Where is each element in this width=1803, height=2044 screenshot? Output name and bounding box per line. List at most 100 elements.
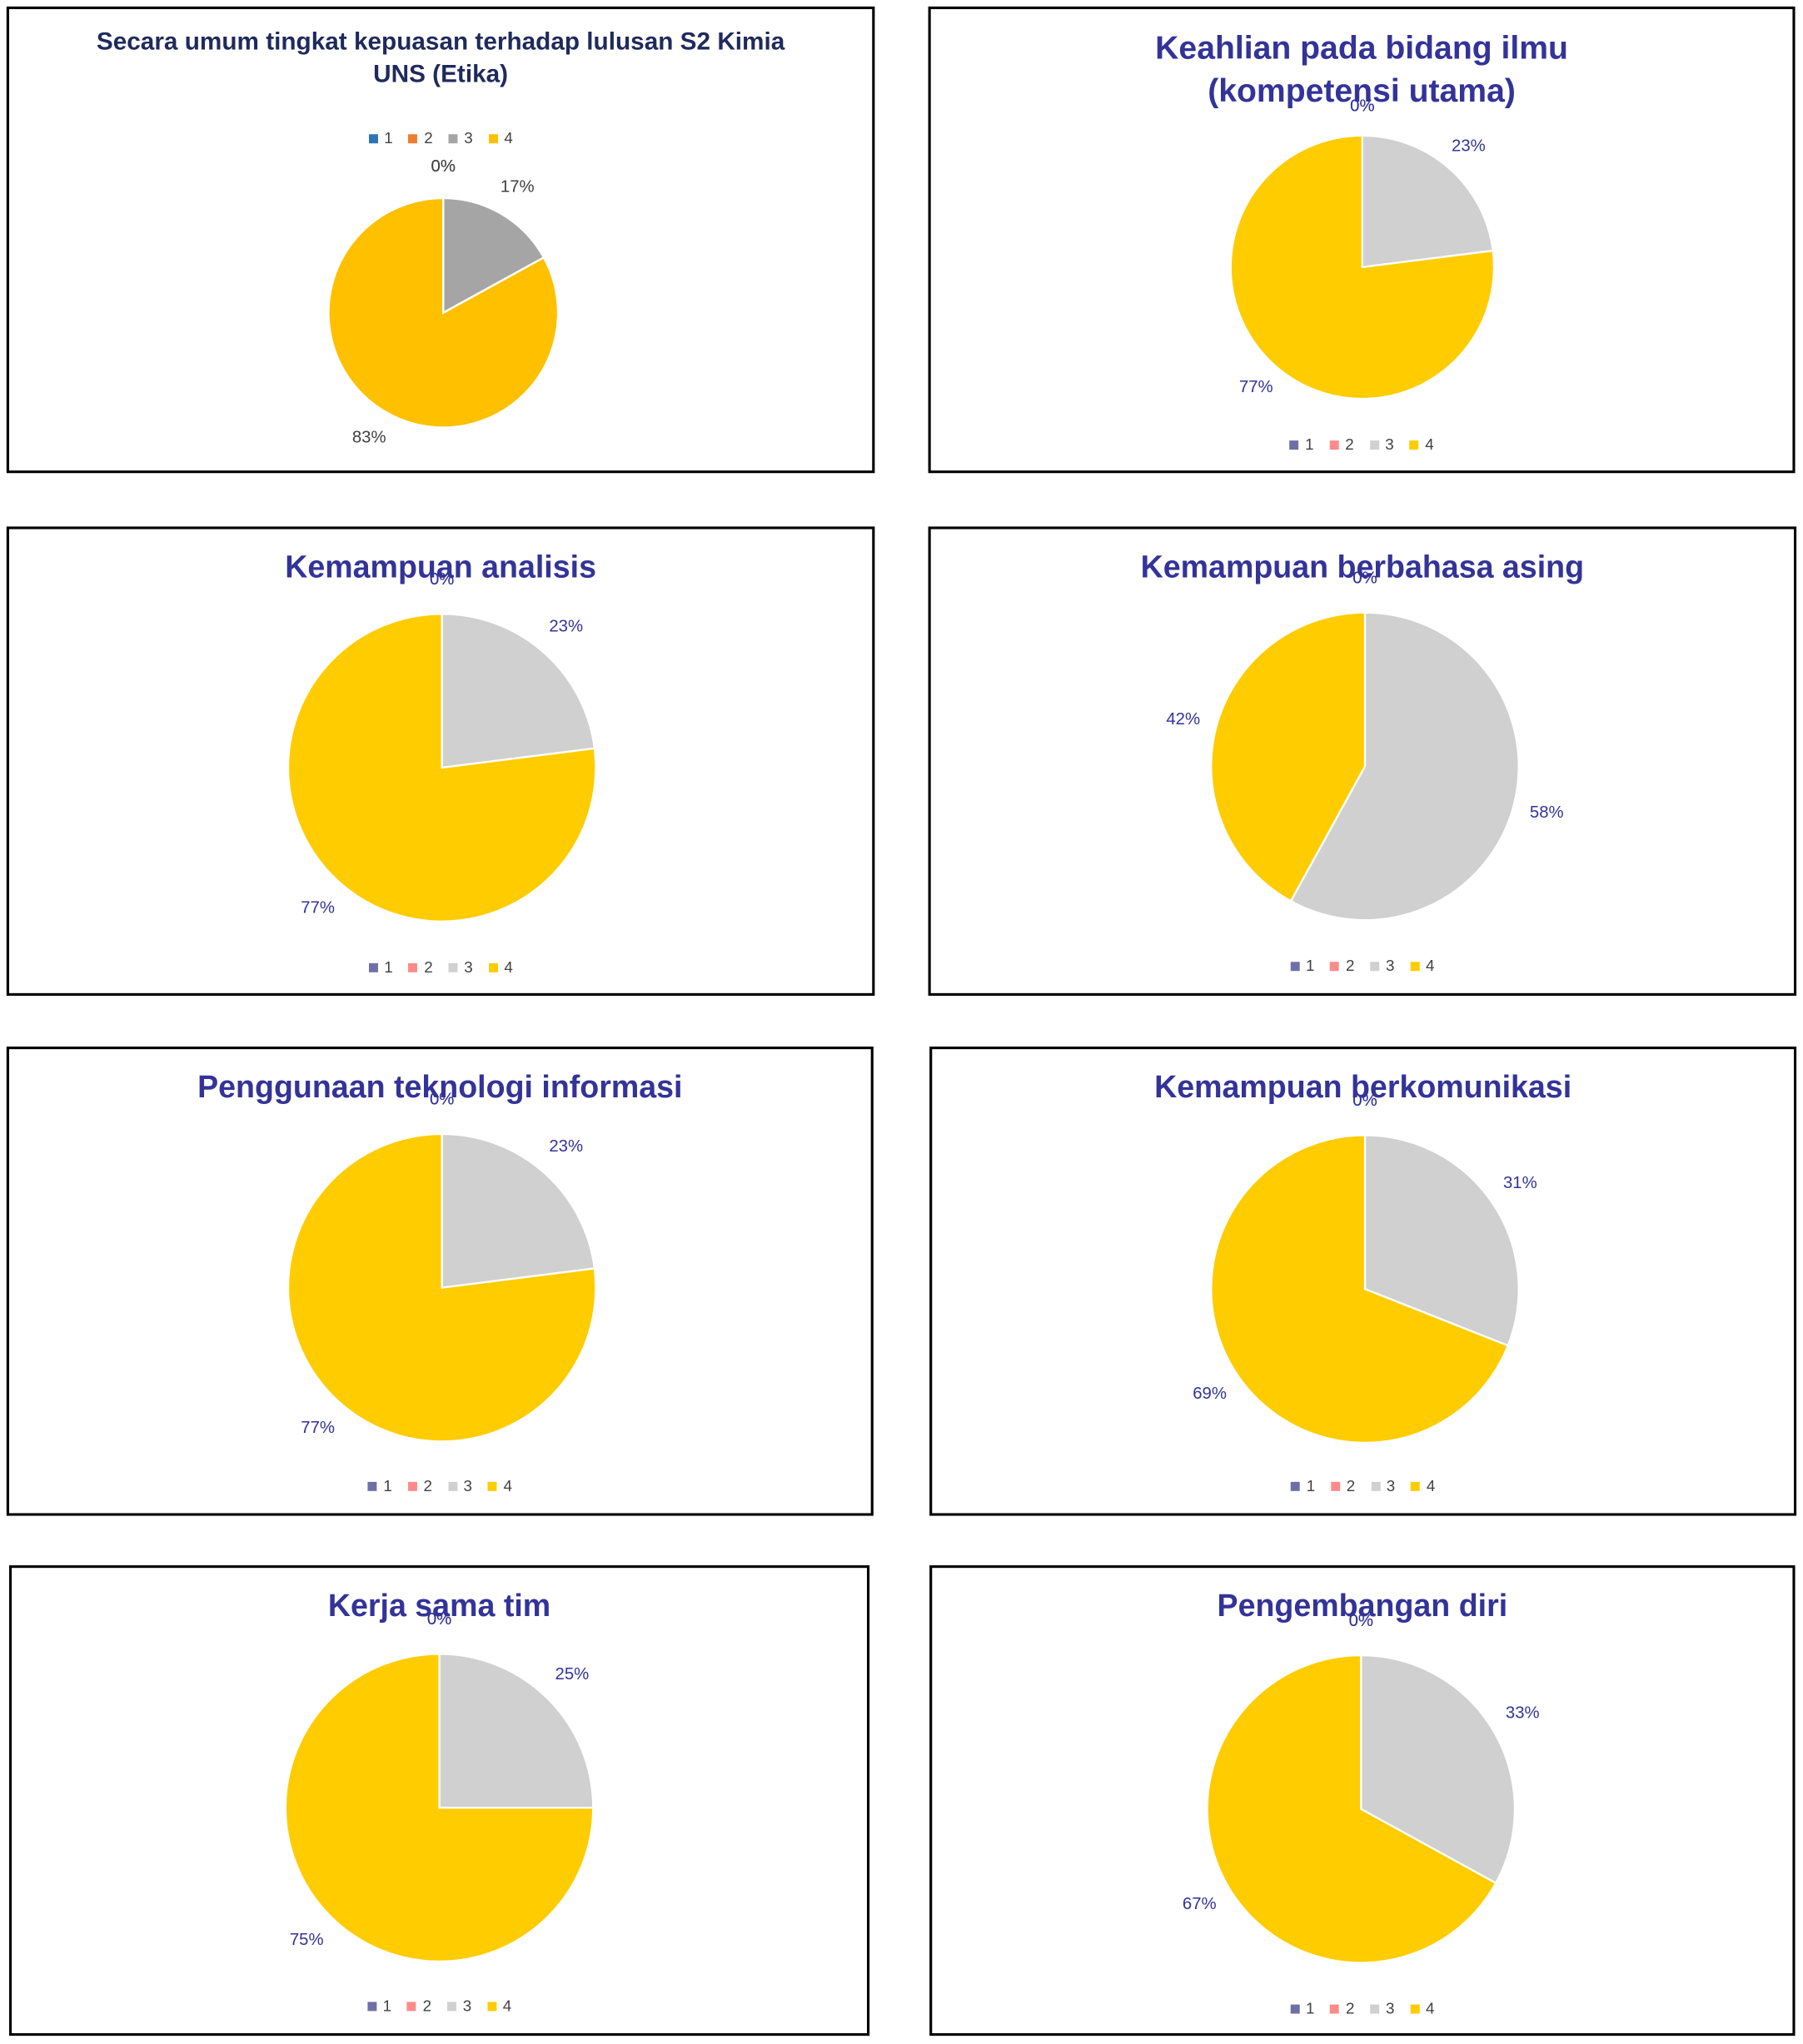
legend-label: 2	[1346, 1476, 1356, 1495]
legend-item: 2	[407, 1477, 432, 1495]
legend-item: 4	[487, 1477, 512, 1495]
legend-item: 2	[406, 1997, 431, 2015]
data-label: 31%	[1503, 1174, 1537, 1192]
pie-slice	[1360, 1654, 1517, 1885]
legend-swatch	[408, 962, 418, 972]
legend-swatch	[1370, 961, 1380, 971]
data-label: 25%	[555, 1665, 590, 1683]
data-label: 77%	[1239, 378, 1273, 396]
legend-label: 3	[1386, 957, 1395, 975]
legend-label: 4	[504, 128, 513, 147]
chart-title: Kemampuan berkomunikasi	[1154, 1070, 1572, 1106]
legend-label: 3	[462, 1997, 472, 2016]
data-label: 17%	[501, 177, 535, 196]
legend-label: 4	[504, 957, 513, 977]
pie-chart: 0%0%25%75%	[284, 1610, 595, 1963]
data-label: 69%	[1193, 1385, 1227, 1403]
data-label: 23%	[549, 1137, 583, 1156]
pie-slice	[438, 1653, 595, 1809]
pie-chart: 0%0%23%77%	[1229, 97, 1496, 400]
data-label: 0%	[430, 570, 454, 589]
chart-panel: Kemampuan analisis 0% 0% 23% 77% 1 2 3 4	[6, 526, 875, 996]
legend-swatch	[368, 962, 378, 972]
legend-item: 3	[1369, 435, 1394, 454]
legend-label: 4	[1426, 1999, 1435, 2018]
data-label: 67%	[1183, 1895, 1217, 1913]
legend-item: 4	[488, 128, 513, 147]
legend-label: 3	[1385, 435, 1394, 454]
legend-item: 4	[1411, 1477, 1435, 1495]
legend-item: 3	[448, 128, 473, 147]
data-label: 0%	[1352, 569, 1377, 587]
pie-slice	[1363, 1134, 1520, 1347]
data-label: 0%	[1349, 1612, 1373, 1630]
data-label: 23%	[549, 617, 583, 635]
chart-title: Secara umum tingkat kepuasan terhadap lu…	[96, 28, 785, 88]
pie-slice	[286, 613, 597, 923]
legend-swatch	[1371, 1481, 1380, 1491]
pie-chart: 0%0%31%69%	[1193, 1092, 1537, 1445]
chart-title: Keahlian pada bidang ilmu (kompetensi ut…	[1155, 30, 1568, 109]
legend-item: 3	[448, 958, 473, 976]
data-label: 0%	[427, 1610, 451, 1629]
data-label: 0%	[1349, 1612, 1373, 1630]
pie-chart: 0%0%17%83%	[327, 157, 560, 447]
legend-item: 3	[1370, 957, 1394, 975]
legend-label: 4	[1426, 957, 1435, 975]
legend-swatch	[448, 962, 458, 972]
legend: 1 2 3 4	[931, 435, 1793, 454]
pie-slice	[1289, 611, 1520, 922]
data-label: 23%	[1452, 137, 1486, 156]
pie-chart: 0%0%23%77%	[286, 570, 597, 923]
chart-panel: Kemampuan berkomunikasi 0% 0% 31% 69% 1 2 3 4	[929, 1047, 1797, 1516]
data-label: 75%	[290, 1931, 324, 1949]
legend-item: 4	[1409, 435, 1434, 454]
legend-swatch	[406, 2001, 416, 2011]
legend-item: 2	[408, 128, 433, 147]
legend-swatch	[1290, 2003, 1300, 2013]
legend-swatch	[1369, 440, 1379, 450]
legend-swatch	[1290, 1481, 1300, 1491]
legend-swatch	[488, 962, 498, 972]
legend-swatch	[367, 1481, 377, 1491]
legend-label: 2	[424, 957, 433, 977]
legend-item: 1	[367, 1476, 392, 1495]
legend-label: 3	[464, 128, 473, 147]
legend-label: 3	[1386, 1476, 1396, 1495]
pie-slice	[327, 196, 560, 429]
legend-item: 4	[1410, 957, 1435, 975]
legend-swatch	[1411, 1481, 1421, 1491]
legend-item: 4	[488, 957, 513, 977]
data-label: 42%	[1166, 710, 1200, 729]
legend-item: 1	[368, 957, 393, 977]
legend-swatch	[1370, 2003, 1380, 2013]
legend-label: 2	[424, 128, 433, 147]
pie-slice	[1210, 1134, 1510, 1445]
data-label: 0%	[1352, 1092, 1377, 1110]
legend-label: 4	[502, 1997, 512, 2016]
legend-swatch	[1409, 440, 1419, 450]
chart-panel: Kemampuan berbahasa asing 0% 0% 58% 42% 1 2 3 4	[928, 526, 1797, 996]
data-label: 33%	[1506, 1703, 1540, 1722]
pie-slice	[441, 1132, 596, 1289]
legend-item: 3	[1371, 1477, 1395, 1495]
legend-swatch	[1330, 2003, 1340, 2013]
legend-swatch	[487, 1481, 497, 1491]
legend-label: 1	[383, 1476, 392, 1495]
legend: 1 2 3 4	[9, 1477, 871, 1495]
legend-label: 1	[384, 957, 393, 977]
legend-item: 2	[1330, 1999, 1354, 2017]
legend-label: 4	[1426, 1476, 1436, 1495]
chart-title: Pengembangan diri	[1217, 1589, 1508, 1624]
chart-panel: Keahlian pada bidang ilmu (kompetensi ut…	[928, 6, 1796, 474]
legend-label: 2	[1345, 435, 1354, 454]
data-label: 0%	[430, 1091, 454, 1109]
legend: 1 2 3 4	[9, 129, 872, 147]
legend-swatch	[1289, 440, 1299, 450]
data-label: 0%	[431, 157, 456, 176]
legend-item: 3	[1370, 1999, 1394, 2017]
legend-swatch	[1290, 961, 1300, 971]
legend-item: 3	[447, 1477, 472, 1495]
pie-slice	[1206, 1654, 1497, 1964]
